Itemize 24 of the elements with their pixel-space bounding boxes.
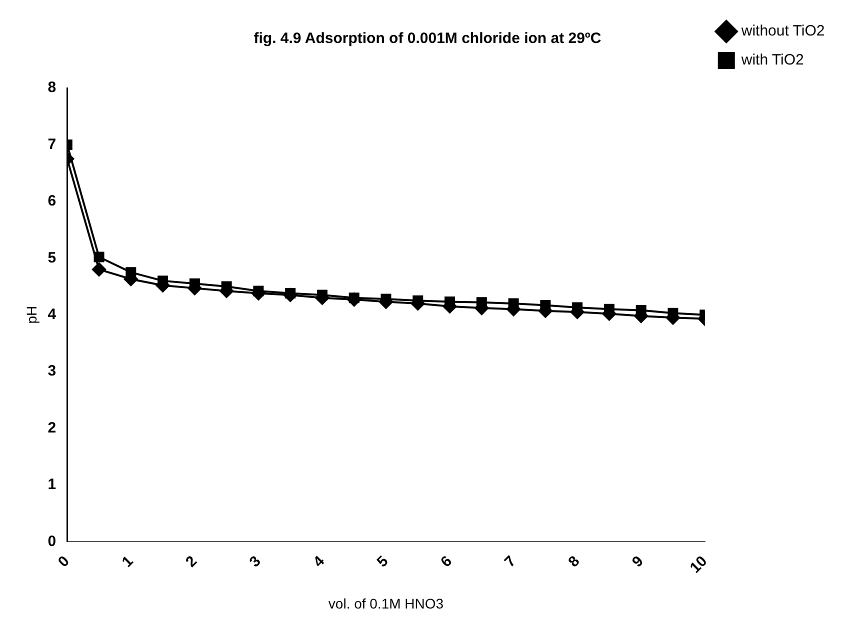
- x-tick-label: 5: [374, 552, 392, 571]
- legend-label: with TiO2: [740, 52, 804, 69]
- y-tick-label: 0: [48, 532, 56, 550]
- x-tick-label: 4: [310, 552, 328, 571]
- y-tick-label: 2: [48, 419, 56, 436]
- y-axis-title: pH: [23, 306, 40, 324]
- x-tick-label: 3: [246, 552, 264, 571]
- y-tick-label: 5: [48, 249, 56, 266]
- x-axis-title: vol. of 0.1M HNO3: [328, 595, 444, 612]
- y-tick-label: 4: [48, 306, 57, 323]
- x-tick-label: 10: [686, 552, 711, 577]
- x-tick-label: 8: [565, 552, 584, 571]
- x-tick-label: 2: [182, 552, 200, 571]
- y-tick-label: 3: [48, 362, 56, 380]
- chart-title: fig. 4.9 Adsorption of 0.001M chloride ion at 29ºC: [254, 30, 602, 48]
- legend-label: without TiO2: [740, 22, 825, 40]
- y-tick-label: 8: [48, 79, 56, 96]
- x-tick-label: 9: [628, 552, 647, 571]
- y-tick-label: 7: [48, 136, 56, 153]
- x-tick-label: 1: [118, 552, 137, 571]
- x-tick-label: 7: [501, 552, 520, 571]
- y-tick-label: 1: [48, 476, 56, 494]
- x-tick-label: 6: [438, 552, 456, 571]
- y-tick-label: 6: [48, 192, 56, 210]
